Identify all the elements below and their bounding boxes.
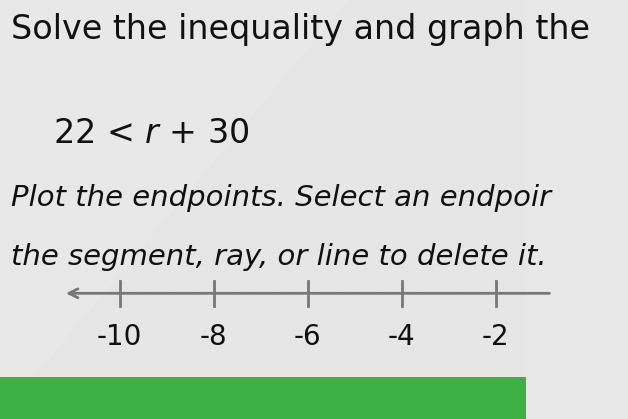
Text: -10: -10 [97,323,143,351]
Text: -8: -8 [200,323,227,351]
Text: 22 < $r$ + 30: 22 < $r$ + 30 [53,117,249,150]
Text: -6: -6 [294,323,322,351]
Text: -2: -2 [482,323,510,351]
Bar [0,377,526,419]
Text: Plot the endpoints. Select an endpoir: Plot the endpoints. Select an endpoir [11,184,551,212]
Text: 22 < ​r: 22 < ​r [0,418,1,419]
Text: 22 <: 22 < [0,418,1,419]
Text: -4: -4 [388,323,416,351]
Text: Solve the inequality and graph the: Solve the inequality and graph the [11,13,590,46]
Text: the segment, ray, or line to delete it.: the segment, ray, or line to delete it. [11,243,546,271]
